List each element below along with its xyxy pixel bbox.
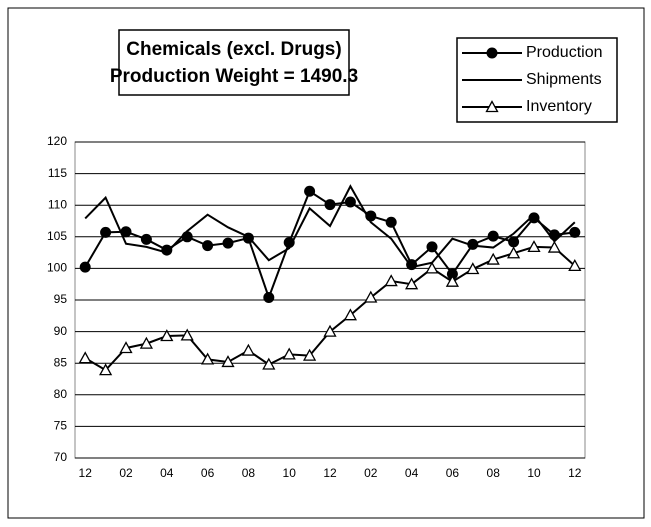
title-box bbox=[118, 29, 350, 96]
x-tick-label: 04 bbox=[160, 466, 174, 480]
x-tick-label: 06 bbox=[446, 466, 460, 480]
data-point bbox=[445, 274, 459, 287]
data-point bbox=[487, 230, 499, 242]
data-point bbox=[262, 357, 276, 370]
x-tick-label: 04 bbox=[405, 466, 419, 480]
y-tick-label: 75 bbox=[54, 419, 68, 433]
data-point bbox=[139, 336, 153, 349]
y-tick-label: 105 bbox=[47, 229, 67, 243]
y-tick-label: 100 bbox=[47, 261, 67, 275]
series-line bbox=[84, 184, 576, 269]
data-point bbox=[304, 185, 316, 197]
data-point bbox=[426, 241, 438, 253]
data-point bbox=[466, 262, 480, 275]
data-point bbox=[527, 240, 541, 253]
legend-marker bbox=[486, 47, 498, 59]
x-tick-label: 08 bbox=[242, 466, 256, 480]
data-point bbox=[569, 226, 581, 238]
x-tick-label: 08 bbox=[487, 466, 501, 480]
x-tick-label: 10 bbox=[283, 466, 297, 480]
data-point bbox=[385, 216, 397, 228]
data-point bbox=[78, 351, 92, 364]
data-point bbox=[303, 348, 317, 361]
y-tick-label: 85 bbox=[54, 355, 68, 369]
x-tick-label: 02 bbox=[364, 466, 378, 480]
y-tick-label: 110 bbox=[48, 197, 67, 211]
data-point bbox=[384, 274, 398, 287]
data-point bbox=[282, 347, 296, 360]
data-point bbox=[343, 308, 357, 321]
y-tick-label: 70 bbox=[54, 450, 68, 464]
data-point bbox=[222, 237, 234, 249]
data-point bbox=[486, 252, 500, 265]
x-tick-label: 12 bbox=[568, 466, 582, 480]
data-point bbox=[241, 343, 255, 356]
x-tick-label: 12 bbox=[323, 466, 337, 480]
x-tick-label: 10 bbox=[527, 466, 541, 480]
data-point bbox=[120, 226, 132, 238]
data-point bbox=[201, 352, 215, 365]
data-point bbox=[547, 240, 561, 253]
data-point bbox=[467, 238, 479, 250]
y-tick-label: 115 bbox=[48, 166, 67, 180]
data-point bbox=[100, 226, 112, 238]
chart-title: Production Weight = 1490.3 bbox=[110, 66, 358, 87]
data-point bbox=[160, 329, 174, 342]
data-point bbox=[119, 341, 133, 354]
data-point bbox=[140, 233, 152, 245]
data-point bbox=[425, 261, 439, 274]
data-point bbox=[344, 196, 356, 208]
data-point bbox=[283, 236, 295, 248]
x-tick-label: 12 bbox=[79, 466, 93, 480]
data-point bbox=[324, 199, 336, 211]
y-tick-label: 95 bbox=[54, 292, 68, 306]
x-tick-label: 06 bbox=[201, 466, 215, 480]
data-point bbox=[161, 244, 173, 256]
data-point bbox=[528, 212, 540, 224]
data-point bbox=[202, 240, 214, 252]
data-point bbox=[405, 277, 419, 290]
legend-marker bbox=[485, 100, 499, 113]
legend-label: Inventory bbox=[526, 98, 592, 115]
data-point bbox=[79, 261, 91, 273]
data-point bbox=[507, 246, 521, 259]
data-point bbox=[180, 328, 194, 341]
y-tick-label: 80 bbox=[54, 387, 68, 401]
data-point bbox=[221, 355, 235, 368]
legend-label: Production bbox=[526, 44, 603, 61]
y-tick-label: 120 bbox=[47, 134, 67, 148]
data-point bbox=[364, 290, 378, 303]
data-point bbox=[508, 236, 520, 248]
data-point bbox=[446, 268, 458, 280]
data-point bbox=[263, 291, 275, 303]
y-tick-label: 90 bbox=[54, 324, 68, 338]
chart-title: Chemicals (excl. Drugs) bbox=[126, 39, 341, 60]
data-point bbox=[568, 259, 582, 272]
data-point bbox=[323, 324, 337, 337]
x-tick-label: 02 bbox=[119, 466, 133, 480]
data-point bbox=[99, 363, 113, 376]
legend-label: Shipments bbox=[526, 71, 602, 88]
data-point bbox=[181, 231, 193, 243]
